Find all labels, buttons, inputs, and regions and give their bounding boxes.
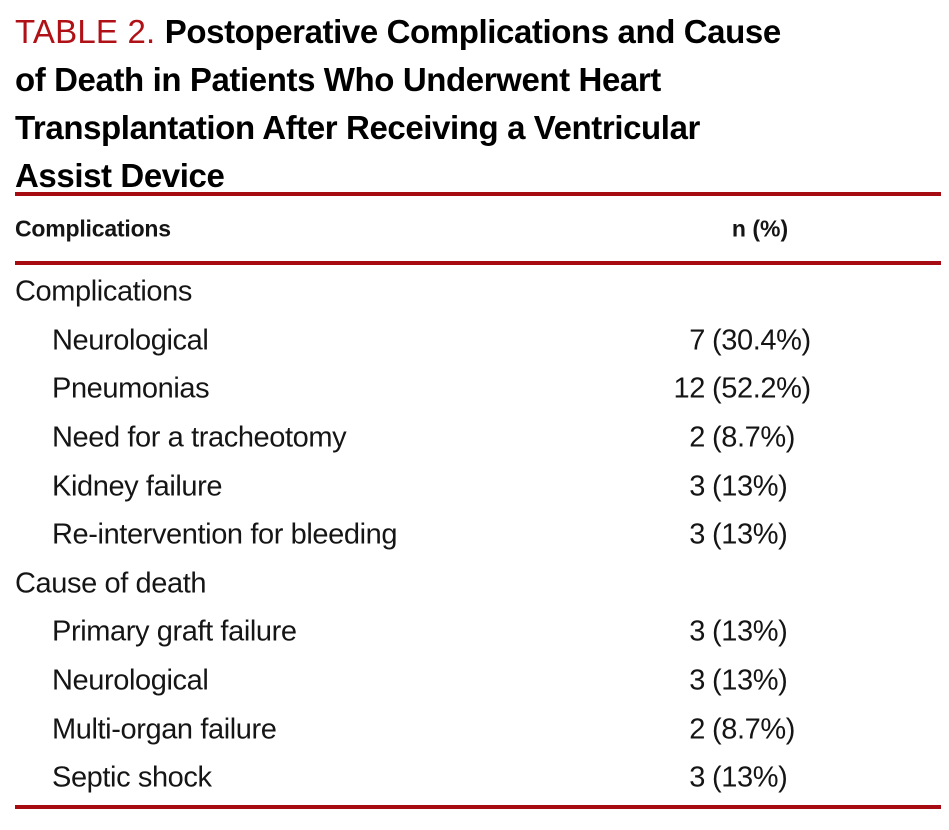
- row-value-pct: (13%): [712, 470, 788, 503]
- table-row: Need for a tracheotomy 2 (8.7%): [0, 414, 949, 463]
- table-row: Neurological 3 (13%): [0, 657, 949, 706]
- table-row: Neurological 7 (30.4%): [0, 317, 949, 366]
- table-row: Multi-organ failure 2 (8.7%): [0, 705, 949, 754]
- row-value: 12 (52.2%): [674, 372, 812, 406]
- table-bottom-rule: [15, 804, 941, 809]
- row-label: Kidney failure: [52, 470, 223, 503]
- row-label: Primary graft failure: [52, 615, 297, 648]
- row-value-pct: (13%): [712, 761, 788, 794]
- row-label: Pneumonias: [52, 372, 210, 405]
- table-number-label: TABLE 2.: [15, 13, 165, 50]
- table-top-rule: [15, 192, 941, 196]
- row-value-n: 2: [689, 713, 705, 746]
- table-section-row: Cause of death: [0, 560, 949, 609]
- row-value-pct: (52.2%): [712, 372, 811, 405]
- row-value: 3 (13%): [689, 761, 788, 795]
- table-title: TABLE 2. Postoperative Complications and…: [0, 0, 949, 194]
- row-value-pct: (8.7%): [712, 421, 796, 454]
- row-label: Neurological: [52, 324, 209, 357]
- column-header-complications: Complications: [15, 215, 171, 241]
- row-value-n: 7: [689, 324, 705, 357]
- row-value-n: 3: [689, 470, 705, 503]
- row-label: Re-intervention for bleeding: [52, 518, 398, 551]
- table-title-line: Transplantation After Receiving a Ventri…: [15, 109, 700, 146]
- row-value-n: 3: [689, 664, 705, 697]
- row-label: Need for a tracheotomy: [52, 421, 347, 454]
- table-body: Complications Neurological 7 (30.4%) Pneumon…: [0, 265, 949, 803]
- table-column-header-row: Complications n (%): [0, 196, 949, 261]
- row-label: Cause of death: [15, 567, 207, 600]
- row-value-n: 12: [673, 372, 706, 405]
- row-value-pct: (13%): [712, 615, 788, 648]
- row-value-pct: (13%): [712, 518, 788, 551]
- table-title-line: of Death in Patients Who Underwent Heart: [15, 61, 661, 98]
- table-row: Septic shock 3 (13%): [0, 754, 949, 803]
- row-value: 7 (30.4%): [689, 324, 811, 357]
- row-label: Complications: [15, 275, 192, 308]
- row-value-pct: (30.4%): [712, 324, 811, 357]
- table-section-row: Complications: [0, 268, 949, 317]
- row-value: 3 (13%): [689, 664, 788, 698]
- row-value-n: 3: [689, 518, 705, 551]
- row-value: 2 (8.7%): [689, 713, 796, 746]
- row-value: 3 (13%): [689, 615, 788, 649]
- table-header-rule: [15, 261, 941, 265]
- row-label: Septic shock: [52, 761, 212, 794]
- row-value: 3 (13%): [689, 470, 788, 503]
- row-value-n: 3: [689, 615, 705, 648]
- column-header-n-pct: n (%): [731, 215, 789, 241]
- table-row: Pneumonias 12 (52.2%): [0, 365, 949, 414]
- table-title-line: Postoperative Complications and Cause: [164, 13, 781, 50]
- table-row: Kidney failure 3 (13%): [0, 462, 949, 511]
- table-row: Re-intervention for bleeding 3 (13%): [0, 511, 949, 560]
- row-value-n: 3: [689, 761, 705, 794]
- row-value-pct: (13%): [712, 664, 788, 697]
- row-label: Neurological: [52, 664, 209, 697]
- row-label: Multi-organ failure: [52, 713, 277, 746]
- row-value: 3 (13%): [689, 518, 788, 552]
- row-value-n: 2: [689, 421, 705, 454]
- row-value: 2 (8.7%): [689, 421, 796, 455]
- table-row: Primary graft failure 3 (13%): [0, 608, 949, 657]
- table-title-line: Assist Device: [15, 157, 225, 194]
- row-value-pct: (8.7%): [712, 713, 796, 746]
